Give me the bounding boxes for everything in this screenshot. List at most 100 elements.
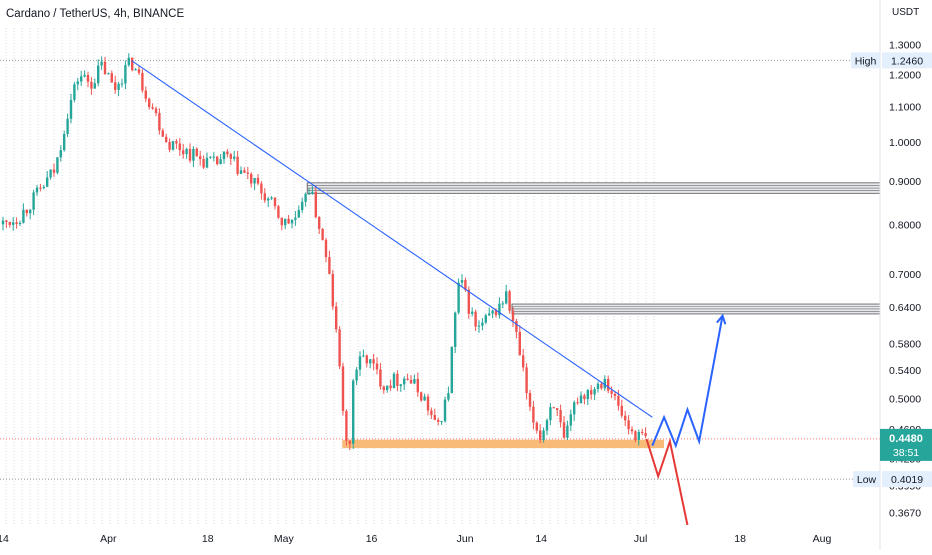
candle[interactable] bbox=[528, 389, 532, 411]
candle[interactable] bbox=[131, 57, 134, 72]
candle[interactable] bbox=[304, 192, 307, 207]
candle[interactable] bbox=[229, 152, 232, 166]
candle[interactable] bbox=[219, 154, 222, 165]
drawings[interactable] bbox=[131, 60, 727, 526]
candle[interactable] bbox=[86, 71, 90, 88]
candle[interactable] bbox=[202, 155, 205, 169]
candle[interactable] bbox=[518, 325, 521, 356]
candle[interactable] bbox=[413, 374, 416, 385]
candle[interactable] bbox=[52, 163, 56, 177]
candle[interactable] bbox=[42, 184, 45, 190]
candle[interactable] bbox=[454, 311, 457, 353]
candle[interactable] bbox=[22, 203, 25, 224]
candle[interactable] bbox=[522, 348, 525, 372]
candle[interactable] bbox=[226, 149, 229, 158]
candle[interactable] bbox=[331, 269, 334, 310]
candle[interactable] bbox=[253, 177, 256, 190]
candle[interactable] bbox=[617, 389, 620, 411]
candle[interactable] bbox=[600, 381, 603, 390]
candle[interactable] bbox=[161, 128, 164, 138]
candle[interactable] bbox=[593, 387, 596, 401]
candle[interactable] bbox=[1, 216, 5, 231]
candle[interactable] bbox=[73, 81, 76, 103]
candle[interactable] bbox=[256, 174, 260, 186]
candle[interactable] bbox=[127, 53, 130, 67]
candle[interactable] bbox=[535, 421, 538, 434]
candle[interactable] bbox=[222, 151, 226, 164]
candle[interactable] bbox=[335, 302, 338, 333]
candle[interactable] bbox=[280, 217, 283, 231]
candle[interactable] bbox=[137, 65, 141, 75]
candle[interactable] bbox=[148, 97, 151, 110]
candle[interactable] bbox=[596, 381, 600, 393]
candle[interactable] bbox=[205, 152, 209, 169]
candle[interactable] bbox=[297, 205, 300, 218]
candle[interactable] bbox=[107, 72, 110, 75]
candle[interactable] bbox=[246, 166, 249, 180]
candle[interactable] bbox=[185, 147, 188, 159]
descending-trendline[interactable] bbox=[131, 60, 653, 418]
candle[interactable] bbox=[270, 196, 273, 201]
candle[interactable] bbox=[267, 196, 270, 208]
candle[interactable] bbox=[590, 385, 593, 400]
candle[interactable] bbox=[66, 113, 69, 137]
candle[interactable] bbox=[627, 415, 630, 435]
candle[interactable] bbox=[416, 372, 419, 397]
candle[interactable] bbox=[355, 367, 358, 385]
candle[interactable] bbox=[613, 391, 617, 401]
candle[interactable] bbox=[341, 362, 345, 416]
candle[interactable] bbox=[583, 393, 586, 405]
candle[interactable] bbox=[579, 391, 583, 404]
candle[interactable] bbox=[117, 81, 120, 97]
candle[interactable] bbox=[515, 318, 518, 339]
candle[interactable] bbox=[365, 354, 368, 368]
candle[interactable] bbox=[199, 150, 202, 166]
candle[interactable] bbox=[610, 386, 613, 399]
candle[interactable] bbox=[430, 407, 433, 419]
candle[interactable] bbox=[273, 197, 277, 210]
candle[interactable] bbox=[396, 370, 399, 392]
candle[interactable] bbox=[100, 56, 103, 70]
candle[interactable] bbox=[637, 429, 640, 446]
candle[interactable] bbox=[437, 417, 440, 426]
candle[interactable] bbox=[498, 297, 501, 319]
candle[interactable] bbox=[409, 375, 413, 384]
support-zone[interactable] bbox=[342, 439, 665, 449]
candle[interactable] bbox=[175, 139, 178, 149]
candle[interactable] bbox=[369, 359, 372, 369]
candle[interactable] bbox=[35, 184, 39, 196]
candle[interactable] bbox=[46, 170, 49, 187]
candle[interactable] bbox=[372, 353, 375, 371]
candle[interactable] bbox=[290, 219, 294, 229]
candle[interactable] bbox=[634, 430, 637, 443]
candle[interactable] bbox=[471, 307, 474, 317]
candle[interactable] bbox=[233, 150, 236, 162]
candle[interactable] bbox=[59, 145, 62, 162]
candle[interactable] bbox=[358, 351, 362, 377]
candle[interactable] bbox=[63, 130, 66, 152]
candle[interactable] bbox=[508, 289, 511, 314]
candle[interactable] bbox=[307, 188, 311, 195]
candle[interactable] bbox=[18, 220, 22, 226]
candle[interactable] bbox=[562, 416, 566, 439]
candle[interactable] bbox=[284, 218, 287, 230]
candle[interactable] bbox=[630, 426, 634, 435]
candle[interactable] bbox=[287, 214, 290, 225]
candle[interactable] bbox=[321, 228, 324, 241]
candle[interactable] bbox=[379, 363, 382, 390]
candle[interactable] bbox=[624, 410, 627, 427]
candle[interactable] bbox=[158, 108, 161, 135]
candle[interactable] bbox=[69, 93, 73, 124]
candle[interactable] bbox=[80, 70, 83, 87]
candle[interactable] bbox=[603, 375, 606, 391]
candle[interactable] bbox=[382, 385, 385, 394]
candle[interactable] bbox=[620, 399, 623, 418]
candle[interactable] bbox=[97, 59, 100, 87]
candle[interactable] bbox=[243, 167, 246, 174]
candle[interactable] bbox=[426, 393, 430, 416]
candle[interactable] bbox=[311, 186, 314, 195]
candle[interactable] bbox=[301, 197, 304, 214]
candle[interactable] bbox=[542, 427, 545, 443]
candle[interactable] bbox=[141, 69, 144, 93]
